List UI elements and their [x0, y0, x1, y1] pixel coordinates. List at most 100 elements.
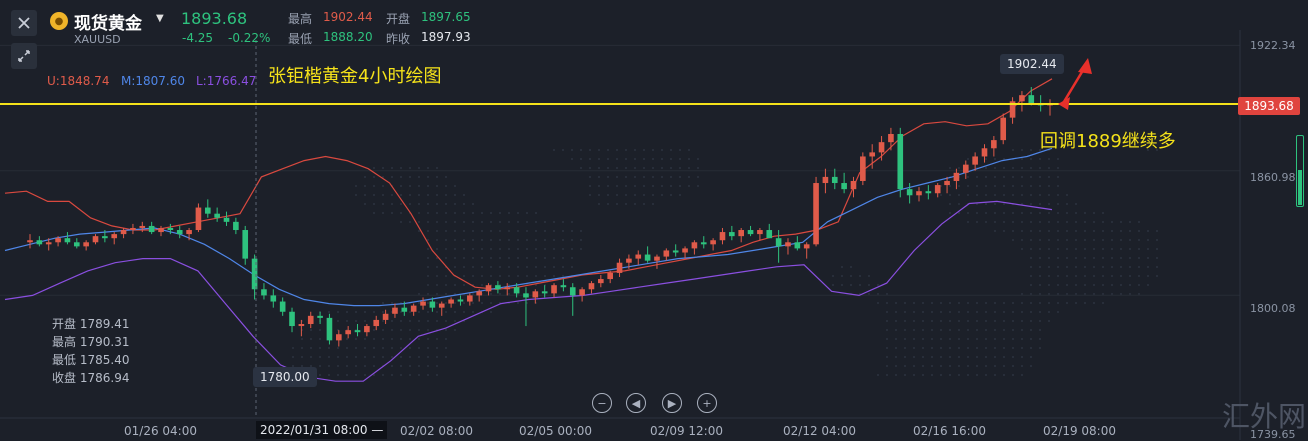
map-dot: [471, 310, 475, 314]
map-dot: [552, 148, 556, 152]
map-dot: [462, 256, 466, 260]
map-dot: [435, 193, 439, 197]
x-tick-label: 02/12 04:00: [783, 424, 856, 438]
map-dot: [1074, 211, 1078, 215]
map-dot: [534, 283, 538, 287]
map-dot: [975, 310, 979, 314]
map-dot: [453, 319, 457, 323]
upper-band-label: U:1848.74: [47, 74, 110, 88]
candle-body: [579, 289, 585, 296]
map-dot: [390, 355, 394, 359]
map-dot: [354, 373, 358, 377]
map-dot: [444, 274, 448, 278]
open-value: 1897.65: [421, 10, 471, 24]
map-dot: [1020, 310, 1024, 314]
map-dot: [390, 301, 394, 305]
map-dot: [354, 346, 358, 350]
map-dot: [471, 211, 475, 215]
map-dot: [930, 337, 934, 341]
map-dot: [1029, 337, 1033, 341]
zoom-in-button[interactable]: +: [697, 393, 717, 413]
map-dot: [597, 175, 601, 179]
map-dot: [480, 220, 484, 224]
map-dot: [615, 157, 619, 161]
map-dot: [687, 148, 691, 152]
map-dot: [921, 373, 925, 377]
map-dot: [1029, 256, 1033, 260]
map-dot: [1137, 274, 1141, 278]
scroll-left-button[interactable]: ◀: [626, 393, 646, 413]
map-dot: [606, 148, 610, 152]
map-dot: [1083, 220, 1087, 224]
zoom-out-button[interactable]: −: [592, 393, 612, 413]
volume-scale-handle[interactable]: [1296, 135, 1304, 207]
map-dot: [642, 202, 646, 206]
map-dot: [939, 346, 943, 350]
map-dot: [831, 274, 835, 278]
map-dot: [534, 238, 538, 242]
map-dot: [426, 283, 430, 287]
trend-arrow-head: [1078, 58, 1092, 74]
map-dot: [462, 211, 466, 215]
close-icon[interactable]: [11, 10, 37, 36]
map-dot: [894, 355, 898, 359]
map-dot: [399, 337, 403, 341]
map-dot: [588, 157, 592, 161]
map-dot: [984, 193, 988, 197]
map-dot: [516, 274, 520, 278]
map-dot: [1011, 328, 1015, 332]
map-dot: [435, 355, 439, 359]
y-tick-label: 1739.65: [1250, 428, 1296, 441]
map-dot: [1020, 373, 1024, 377]
map-dot: [318, 373, 322, 377]
map-dot: [1065, 247, 1069, 251]
candle-body: [803, 244, 810, 249]
map-dot: [1074, 220, 1078, 224]
map-dot: [534, 247, 538, 251]
map-dot: [660, 175, 664, 179]
chevron-down-icon[interactable]: ▼: [156, 13, 164, 24]
map-dot: [336, 364, 340, 368]
map-dot: [426, 211, 430, 215]
map-dot: [1011, 166, 1015, 170]
candle-body: [691, 242, 698, 249]
map-dot: [453, 310, 457, 314]
map-dot: [597, 184, 601, 188]
map-dot: [894, 337, 898, 341]
map-dot: [318, 328, 322, 332]
map-dot: [453, 202, 457, 206]
map-dot: [1002, 328, 1006, 332]
map-dot: [498, 274, 502, 278]
collapse-arrows-icon[interactable]: [11, 43, 37, 69]
map-dot: [1029, 319, 1033, 323]
map-dot: [426, 328, 430, 332]
map-dot: [570, 238, 574, 242]
map-dot: [426, 166, 430, 170]
map-dot: [543, 265, 547, 269]
candle-body: [392, 307, 398, 314]
map-dot: [1092, 256, 1096, 260]
map-dot: [1119, 220, 1123, 224]
map-dot: [1056, 283, 1060, 287]
instrument-name[interactable]: 现货黄金: [74, 14, 142, 34]
map-dot: [1002, 157, 1006, 161]
map-dot: [831, 283, 835, 287]
map-dot: [453, 238, 457, 242]
candle-body: [841, 183, 847, 190]
map-dot: [1137, 265, 1141, 269]
candle-body: [354, 330, 361, 333]
candle-body: [700, 242, 707, 245]
map-dot: [453, 220, 457, 224]
map-dot: [1083, 256, 1087, 260]
map-dot: [939, 355, 943, 359]
map-dot: [291, 364, 295, 368]
map-dot: [516, 229, 520, 233]
map-dot: [912, 319, 916, 323]
scroll-right-button[interactable]: ▶: [662, 393, 682, 413]
map-dot: [1128, 265, 1132, 269]
map-dot: [1155, 238, 1159, 242]
candle-body: [850, 180, 857, 190]
low-value: 1888.20: [323, 30, 373, 44]
map-dot: [903, 373, 907, 377]
